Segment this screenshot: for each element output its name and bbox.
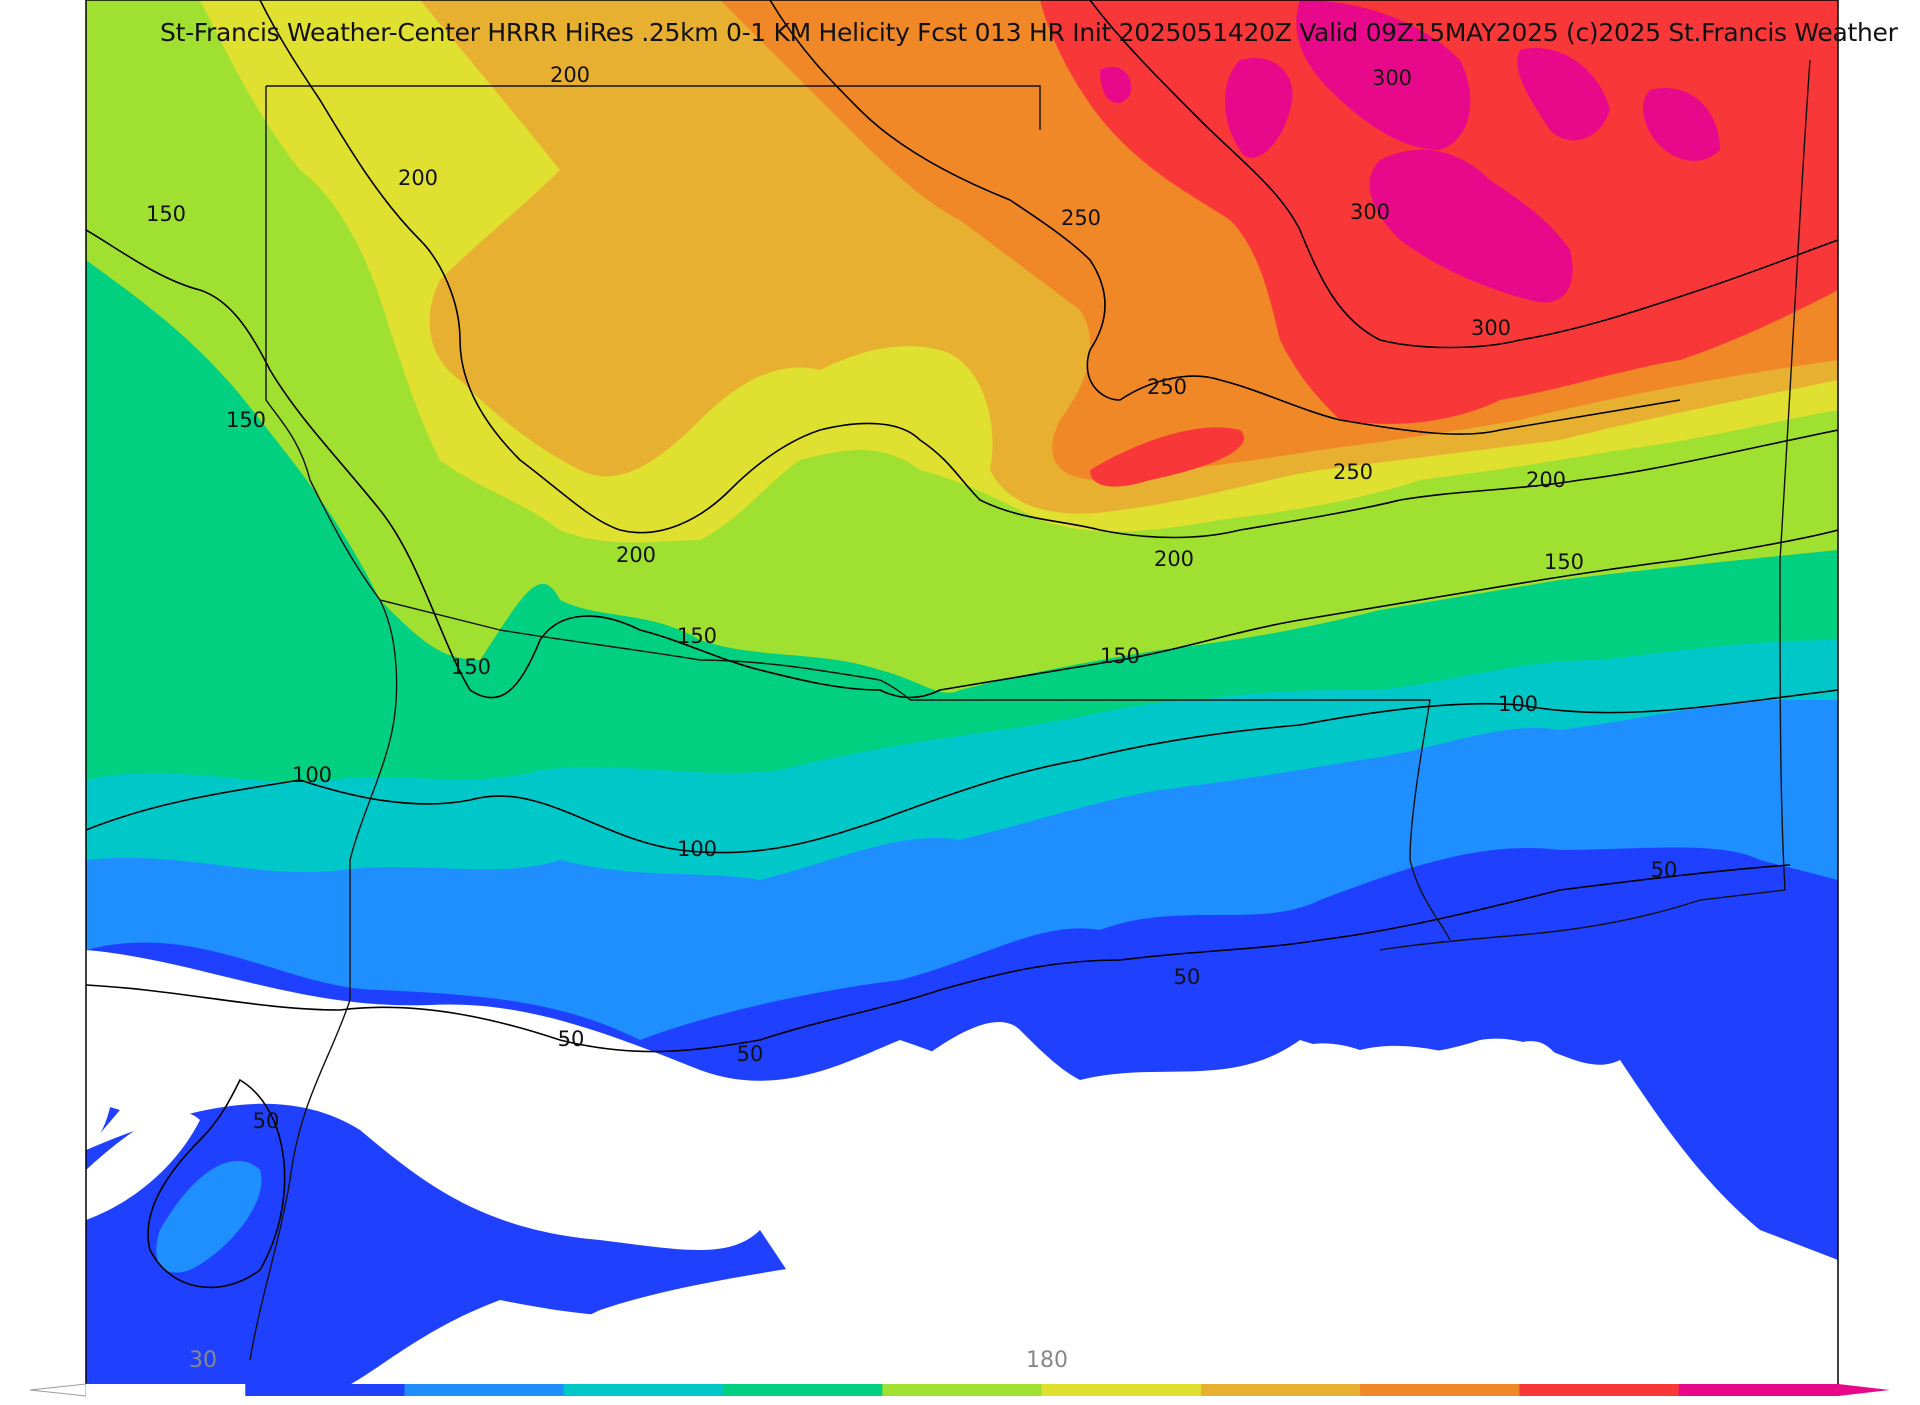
colorbar-segment [723, 1384, 883, 1396]
contour-label: 150 [1099, 644, 1141, 668]
colorbar-tick-label: 30 [189, 1348, 217, 1373]
contour-250 [769, 0, 1681, 435]
contour-50 [86, 864, 1791, 1053]
contour-label: 50 [1650, 858, 1678, 882]
contour-label: 150 [1543, 550, 1585, 574]
band-30-south [86, 1103, 800, 1390]
contour-label: 150 [145, 202, 187, 226]
contour-100 [86, 689, 1838, 854]
band-300-e [1643, 88, 1720, 161]
contour-300 [1089, 0, 1838, 349]
contour-label: 150 [676, 624, 718, 648]
contour-label: 200 [1153, 547, 1195, 571]
contour-50b [147, 1078, 286, 1289]
contour-label: 300 [1349, 200, 1391, 224]
contour-label: 100 [291, 763, 333, 787]
contour-label: 250 [1332, 460, 1374, 484]
colorbar-segment [404, 1384, 565, 1396]
colorbar-arrow-low [29, 1383, 87, 1397]
colorbar-segment [1360, 1384, 1520, 1396]
band-300-a [1225, 58, 1293, 158]
contour-label: 50 [557, 1027, 585, 1051]
border-texoma [379, 599, 911, 701]
contour-label: 200 [397, 166, 439, 190]
contour-label: 50 [252, 1109, 280, 1133]
white-southwest [86, 1041, 200, 1220]
colorbar-segment [563, 1384, 724, 1396]
colorbar-segment [1519, 1384, 1680, 1396]
contour-label: 200 [1525, 468, 1567, 492]
band-60-blob [156, 1160, 262, 1273]
colorbar-segment [1678, 1384, 1839, 1396]
colorbar-arrow-high [1838, 1384, 1890, 1396]
colorbar-segment [86, 1384, 246, 1396]
contour-lines [86, 0, 1838, 1289]
band-300-b [1296, 0, 1471, 150]
border-north [266, 85, 1041, 130]
colorbar-segment [882, 1384, 1043, 1396]
contour-200 [259, 0, 1838, 539]
colorbar-segment [245, 1384, 406, 1396]
contour-label: 50 [736, 1042, 764, 1066]
colorbar [29, 1383, 1890, 1397]
contour-label: 150 [225, 408, 267, 432]
coastal-white [920, 1021, 1620, 1295]
contour-label: 200 [549, 63, 591, 87]
contour-150 [86, 229, 1838, 699]
map-title: St-Francis Weather-Center HRRR HiRes .25… [160, 18, 1898, 47]
contour-label: 250 [1060, 206, 1102, 230]
contour-label: 150 [450, 655, 492, 679]
contour-label: 200 [615, 543, 657, 567]
contour-label: 250 [1146, 375, 1188, 399]
border-mid [910, 699, 1451, 941]
colorbar-segment [1041, 1384, 1202, 1396]
band-300-c [1369, 149, 1573, 303]
white-south-bottom [360, 1265, 1838, 1390]
contour-label: 300 [1371, 66, 1413, 90]
contour-label: 50 [1173, 965, 1201, 989]
border-east [1379, 59, 1811, 951]
state-borders [249, 59, 1811, 1361]
band-300-f [1100, 66, 1131, 103]
contour-label: 100 [676, 837, 718, 861]
border-west [249, 86, 398, 1361]
contour-label: 100 [1497, 692, 1539, 716]
colorbar-segment [1200, 1384, 1361, 1396]
colorbar-segments [29, 1383, 1890, 1397]
contour-label: 300 [1470, 316, 1512, 340]
band-300-d [1517, 48, 1610, 141]
colorbar-tick-label: 180 [1026, 1348, 1068, 1373]
